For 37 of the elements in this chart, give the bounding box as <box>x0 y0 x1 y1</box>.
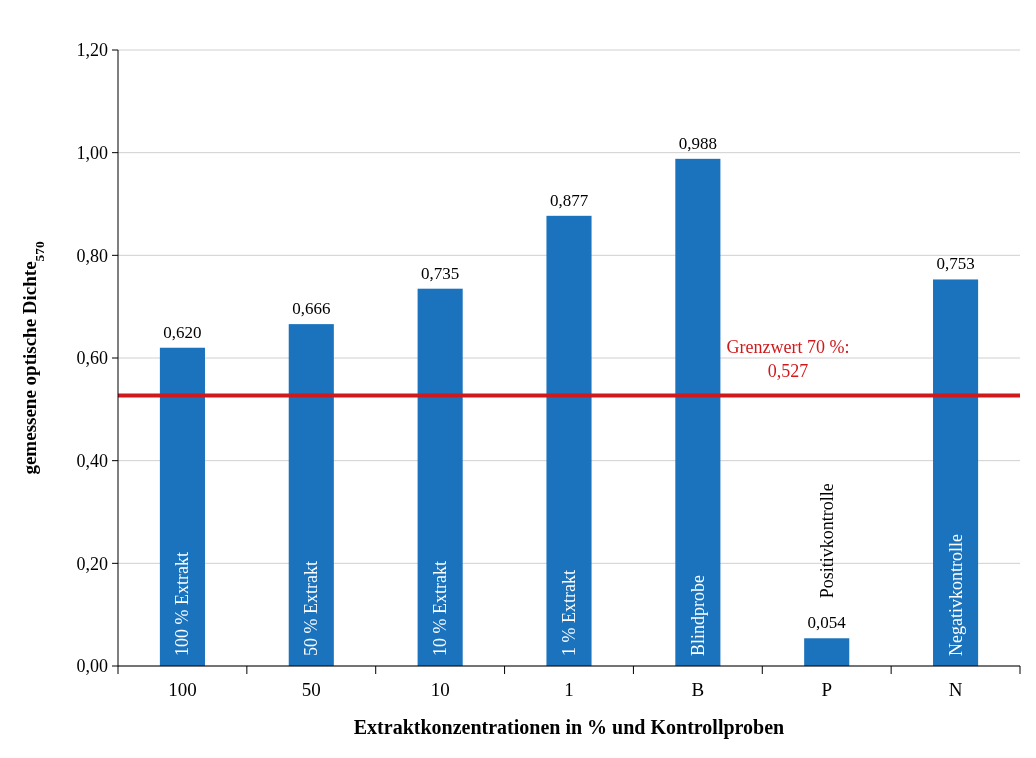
annotation: Negativkontrolle <box>945 534 966 656</box>
bar <box>933 279 979 666</box>
bar <box>288 324 334 666</box>
bar <box>804 638 850 666</box>
x-tick-label: N <box>948 679 963 700</box>
y-tick-label: 0,80 <box>76 245 108 266</box>
ref-line-label: Grenzwert 70 %: 0,527 <box>726 337 850 382</box>
data-label: 0,877 <box>549 190 589 210</box>
y-tick-label: 1,20 <box>76 40 108 61</box>
x-tick-label: B <box>691 679 705 700</box>
bar <box>159 347 205 666</box>
bar <box>546 215 592 666</box>
annotation: 100 % Extrakt <box>172 552 193 656</box>
data-label: 0,620 <box>163 322 202 342</box>
x-tick-label: 100 <box>168 679 197 700</box>
annotation: 1 % Extrakt <box>559 570 579 656</box>
y-tick-label: 0,60 <box>76 348 108 369</box>
data-label: 0,054 <box>807 613 847 633</box>
x-tick-label: 10 <box>430 679 450 700</box>
y-tick-label: 0,00 <box>76 656 108 677</box>
x-axis-title: Extraktkonzentrationen in % und Kontrollproben <box>353 716 785 739</box>
annotation: Blindprobe <box>687 575 708 656</box>
annotation: 10 % Extrakt <box>430 561 451 656</box>
x-tick-label: 1 <box>564 679 574 700</box>
data-label: 0,753 <box>936 254 975 274</box>
bar <box>675 158 721 666</box>
x-tick-label: P <box>821 679 832 700</box>
bar <box>417 288 463 666</box>
y-tick-label: 1,00 <box>76 142 108 163</box>
data-label: 0,988 <box>678 133 717 153</box>
data-label: 0,735 <box>421 263 460 283</box>
x-tick-label: 50 <box>301 679 321 700</box>
annotation: 50 % Extrakt <box>301 561 322 656</box>
y-tick-label: 0,40 <box>76 450 108 471</box>
data-label: 0,666 <box>292 299 331 319</box>
annotation: Positivkontrolle <box>816 483 837 599</box>
y-tick-label: 0,20 <box>76 553 108 574</box>
